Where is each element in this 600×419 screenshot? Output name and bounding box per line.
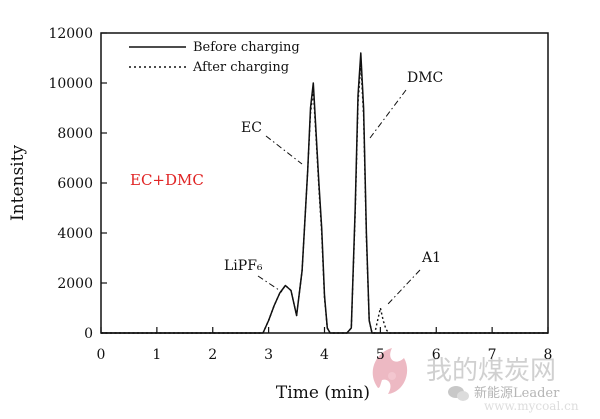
watermark-badge: 新能源Leader (474, 385, 560, 401)
y-tick-label: 12000 (48, 26, 93, 42)
watermark-flame-logo (372, 348, 408, 394)
y-tick-label: 0 (84, 326, 93, 342)
overlay-label: EC+DMC (130, 171, 204, 189)
annotation-ec: EC (241, 120, 262, 136)
series-line-before-charging (101, 52, 548, 334)
y-tick-label: 6000 (57, 176, 93, 192)
annotation-lipf6: LiPF₆ (224, 258, 263, 274)
x-tick-label: 1 (152, 347, 161, 363)
y-axis-title: Intensity (8, 145, 28, 221)
legend-label-after: After charging (192, 60, 289, 75)
annotation-dmc-leader (369, 89, 407, 139)
annotation-a1: A1 (421, 250, 441, 266)
annotation-layer: LiPF₆ EC DMC A1 (224, 70, 443, 305)
legend-label-before: Before charging (193, 40, 300, 55)
annotation-a1-leader (387, 269, 421, 305)
watermark: 我的煤炭网 新能源Leader www.mycoal.cn (372, 348, 579, 413)
x-tick-label: 0 (97, 347, 106, 363)
series-layer (101, 52, 548, 334)
x-axis-title: Time (min) (276, 383, 370, 403)
wechat-icon (448, 386, 469, 401)
annotation-lipf6-leader (257, 275, 283, 293)
y-tick-label: 8000 (57, 126, 93, 142)
annotation-ec-leader (265, 135, 303, 165)
x-tick-label: 4 (320, 347, 329, 363)
series-line-after-charging (101, 62, 548, 334)
y-tick-label: 4000 (57, 226, 93, 242)
y-tick-label: 10000 (48, 76, 93, 92)
x-tick-label: 5 (376, 347, 385, 363)
legend: Before charging After charging (129, 40, 300, 75)
y-tick-label: 2000 (57, 276, 93, 292)
x-tick-label: 6 (432, 347, 441, 363)
annotation-dmc: DMC (407, 70, 443, 86)
watermark-title: 我的煤炭网 (426, 356, 556, 386)
x-tick-label: 8 (544, 347, 553, 363)
x-axis: 0 1 2 3 4 5 6 7 8 (97, 327, 553, 363)
watermark-url: www.mycoal.cn (484, 399, 579, 413)
x-tick-label: 2 (208, 347, 217, 363)
x-tick-label: 7 (488, 347, 497, 363)
x-tick-label: 3 (264, 347, 273, 363)
y-axis: 0 2000 4000 6000 8000 10000 12000 (48, 26, 107, 342)
